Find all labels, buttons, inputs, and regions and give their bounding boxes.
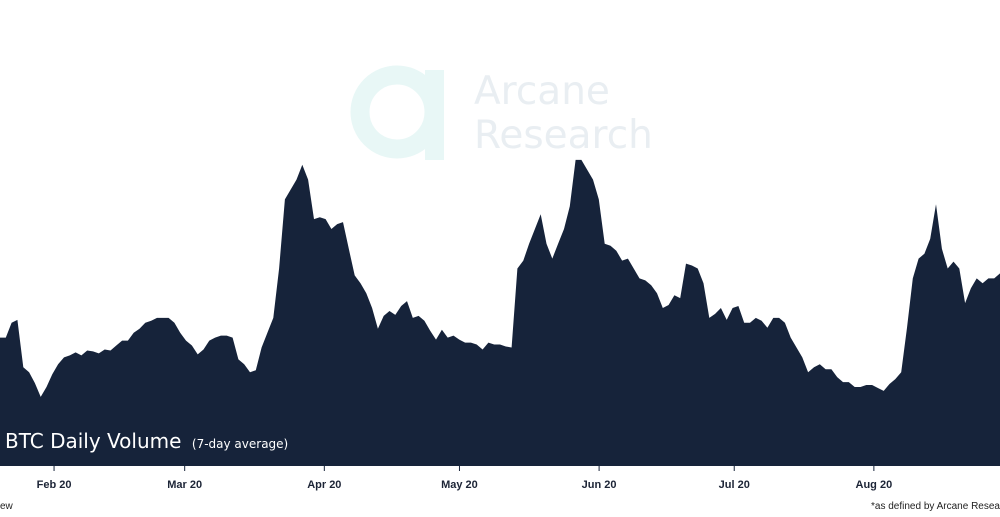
x-tick-label: Apr 20	[307, 479, 341, 491]
x-tick-label: Mar 20	[167, 479, 202, 491]
x-tick-label: May 20	[441, 479, 478, 491]
svg-text:BTC Daily Volume (7-day: BTC Daily Volume (7-day average)	[5, 429, 288, 453]
footer-note: *as defined by Arcane Resea	[871, 501, 1000, 512]
watermark-line1: Arcane	[474, 69, 610, 114]
watermark: Arcane Research	[350, 65, 653, 160]
footer-left-text: ew	[0, 501, 14, 512]
arcane-a-logo-icon	[350, 65, 444, 160]
chart-title-main: BTC Daily Volume	[5, 429, 181, 453]
volume-area	[0, 159, 1000, 466]
x-tick-label: Jul 20	[719, 479, 750, 491]
watermark-line2: Research	[474, 113, 653, 158]
x-tick-label: Jun 20	[582, 479, 617, 491]
x-tick-label: Aug 20	[856, 479, 893, 491]
chart-title: BTC Daily Volume (7-day average)	[5, 429, 288, 453]
x-tick-label: Feb 20	[37, 479, 72, 491]
chart-title-sub: (7-day average)	[192, 437, 288, 451]
x-axis: Feb 20 Mar 20 Apr 20 May 20 Jun 20 Jul 20 Aug …	[37, 466, 893, 491]
